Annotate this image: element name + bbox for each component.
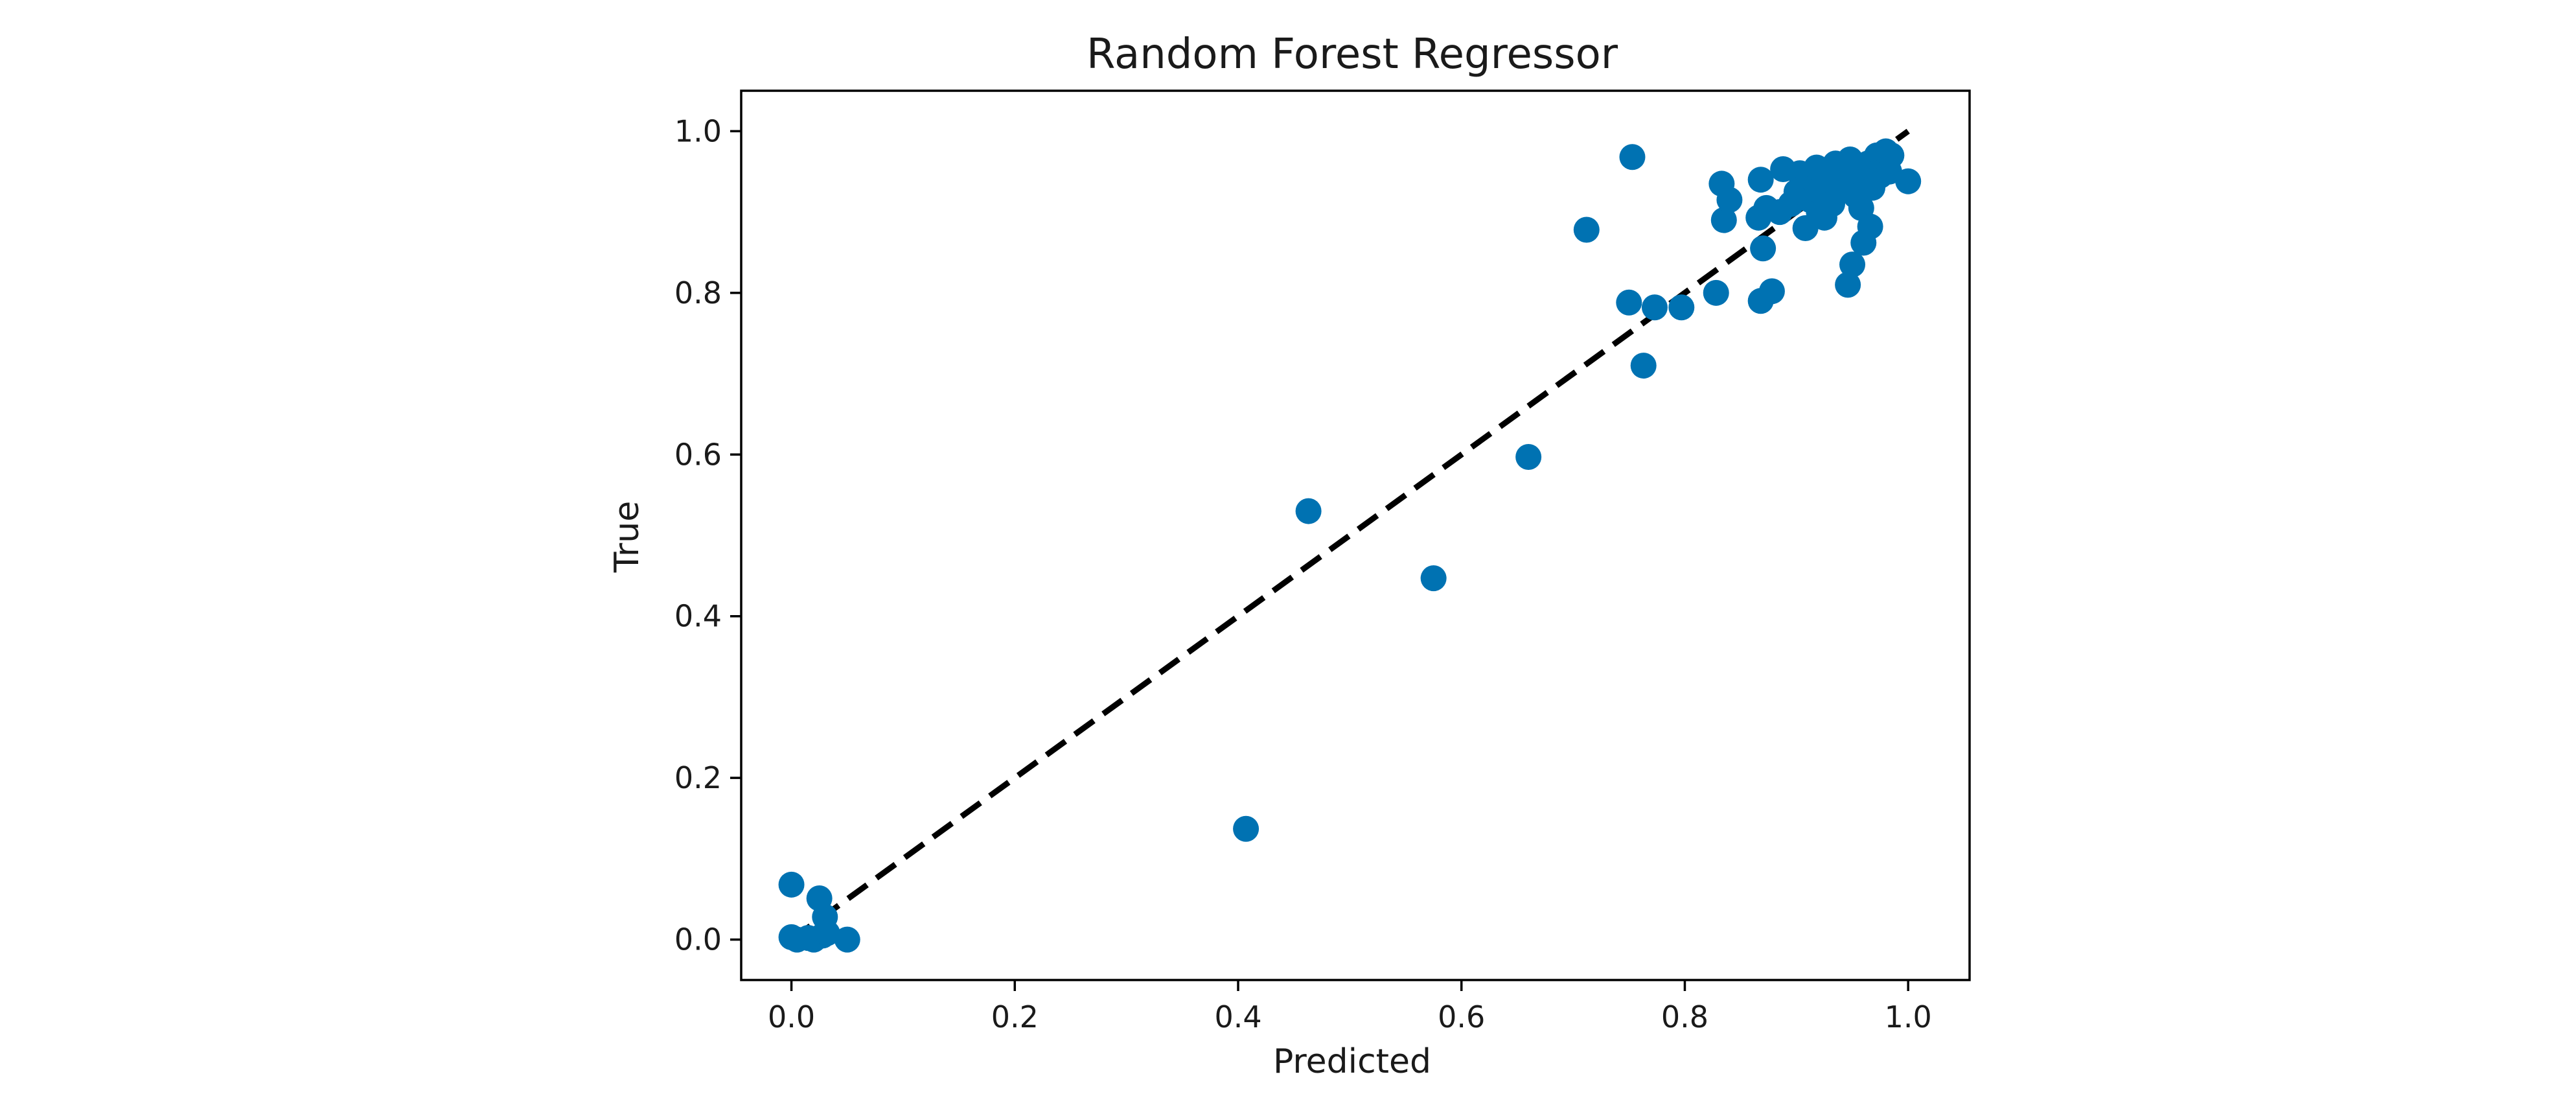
data-point — [1747, 167, 1774, 193]
data-point — [1573, 216, 1600, 243]
data-point — [814, 920, 840, 946]
data-point — [1641, 294, 1668, 321]
data-point — [1758, 278, 1785, 305]
x-tick-label: 1.0 — [1885, 999, 1932, 1034]
data-point — [1878, 142, 1905, 169]
y-tick-label: 0.4 — [674, 599, 722, 634]
data-point — [834, 926, 860, 953]
x-axis-label: Predicted — [1273, 1042, 1431, 1081]
y-tick-label: 0.2 — [674, 760, 722, 795]
plot-area — [740, 89, 1971, 981]
data-point — [1515, 444, 1542, 471]
data-point — [1616, 289, 1642, 316]
data-point — [1857, 213, 1883, 240]
data-points — [778, 138, 1922, 953]
y-tick-label: 0.0 — [674, 922, 722, 957]
y-tick-label: 1.0 — [674, 113, 722, 148]
x-tick-label: 0.6 — [1438, 999, 1485, 1034]
y-tick-label: 0.6 — [674, 437, 722, 472]
reference-line-layer — [789, 128, 1910, 942]
data-point — [1895, 168, 1922, 194]
x-tick-label: 0.4 — [1214, 999, 1261, 1034]
data-point — [778, 871, 805, 898]
data-point — [1716, 187, 1743, 213]
data-point — [1835, 272, 1861, 298]
plot-frame — [740, 89, 1971, 981]
data-point — [1750, 235, 1777, 262]
y-tick-label: 0.8 — [674, 275, 722, 310]
data-point — [1420, 565, 1447, 592]
data-point — [1233, 815, 1259, 842]
y-axis-label: True — [608, 501, 647, 573]
data-point — [1295, 498, 1322, 524]
x-tick-label: 0.8 — [1661, 999, 1708, 1034]
axis-ticks: 0.0 0.2 0.4 0.6 0.8 1.0 0.0 0.2 0.4 0.6 0.8 1.0 — [674, 113, 1932, 1034]
x-tick-label: 0.2 — [991, 999, 1039, 1034]
data-point — [1619, 144, 1646, 170]
x-tick-label: 0.0 — [768, 999, 815, 1034]
data-point — [1710, 207, 1737, 233]
data-point — [1703, 279, 1729, 306]
chart-title: Random Forest Regressor — [1087, 30, 1618, 78]
reference-line — [789, 128, 1910, 942]
data-point — [1630, 353, 1657, 379]
data-point — [1839, 251, 1866, 278]
data-point — [1668, 294, 1695, 321]
